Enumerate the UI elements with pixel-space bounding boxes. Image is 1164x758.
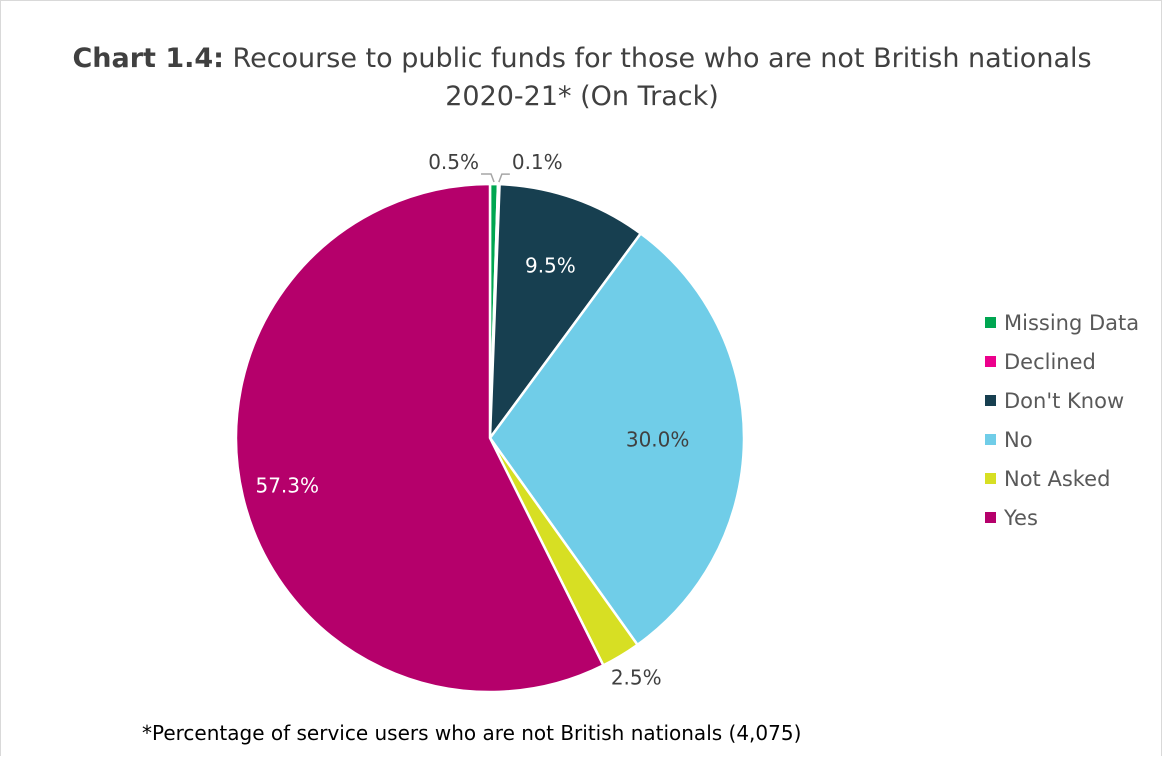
chart-title: Chart 1.4: Recourse to public funds for … (60, 40, 1104, 116)
data-label-no: 30.0% (626, 427, 690, 451)
legend-swatch-declined (985, 356, 996, 367)
legend-swatch-not-asked (985, 473, 996, 484)
pie-slice-yes (234, 182, 605, 694)
chart-footnote: *Percentage of service users who are not… (142, 721, 802, 745)
legend-swatch-don-t-know (985, 395, 996, 406)
legend-item-not-asked: Not Asked (985, 459, 1139, 498)
legend-label-missing-data: Missing Data (1004, 310, 1140, 335)
data-label-missing-data: 0.5% (428, 150, 479, 174)
legend-item-don-t-know: Don't Know (985, 381, 1139, 420)
legend-label-yes: Yes (1004, 505, 1038, 530)
legend-item-declined: Declined (985, 342, 1139, 381)
legend-label-declined: Declined (1004, 349, 1096, 374)
legend-item-yes: Yes (985, 498, 1139, 537)
pie-slice-no (488, 232, 746, 647)
leader-line-missing-data (481, 173, 495, 183)
legend-swatch-no (985, 434, 996, 445)
legend-swatch-yes (985, 512, 996, 523)
legend-label-don-t-know: Don't Know (1004, 388, 1125, 413)
legend-item-no: No (985, 420, 1139, 459)
data-label-yes: 57.3% (255, 474, 319, 498)
data-label-not-asked: 2.5% (611, 665, 662, 689)
pie-slice-don-t-know (488, 182, 642, 440)
leader-line-declined (498, 173, 510, 183)
chart-title-text: Recourse to public funds for those who a… (223, 43, 1092, 112)
legend-item-missing-data: Missing Data (985, 303, 1139, 342)
legend-swatch-missing-data (985, 317, 996, 328)
legend-label-no: No (1004, 427, 1033, 452)
legend-label-not-asked: Not Asked (1004, 466, 1111, 491)
chart-legend: Missing Data Declined Don't Know No Not Aske… (985, 303, 1139, 537)
data-label-don-t-know: 9.5% (525, 253, 576, 277)
chart-title-prefix: Chart 1.4: (72, 43, 224, 74)
data-label-declined: 0.1% (512, 150, 563, 174)
